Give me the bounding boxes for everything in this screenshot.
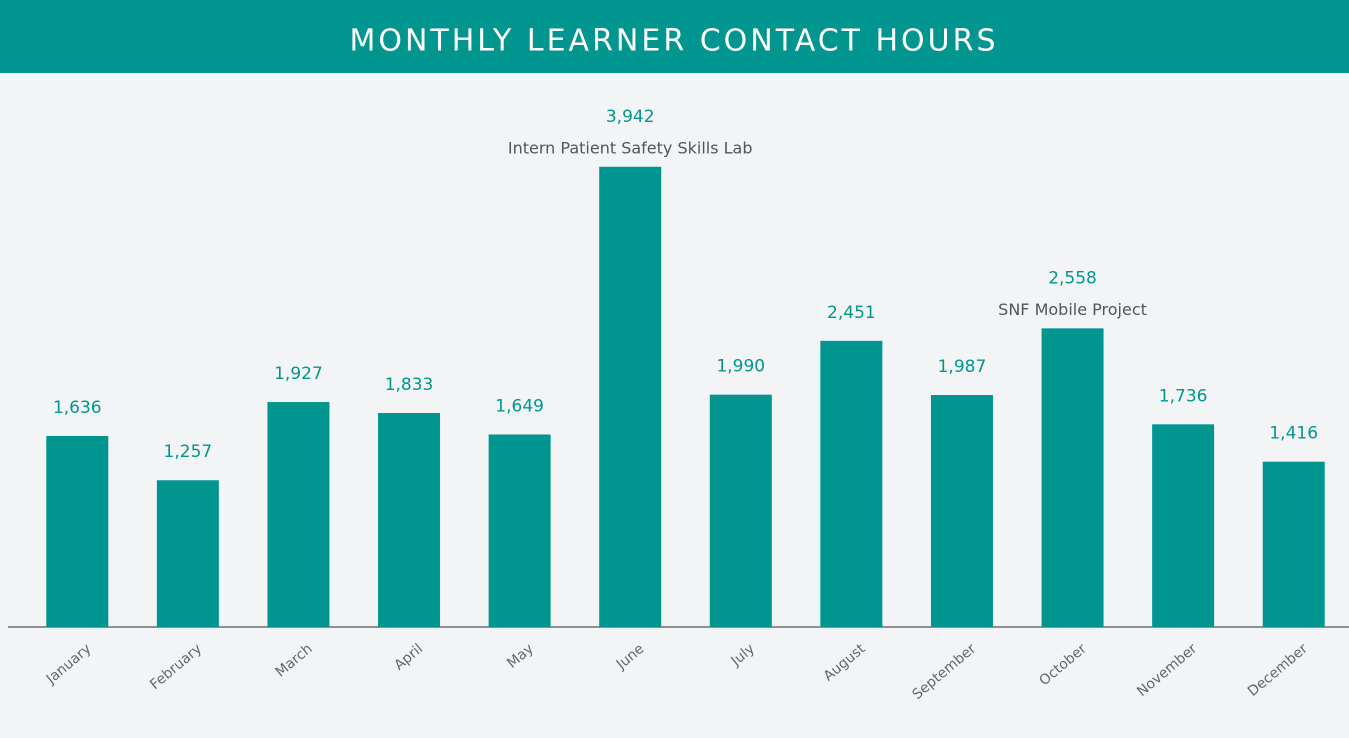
bar xyxy=(930,395,993,627)
bar xyxy=(1152,424,1215,627)
bar xyxy=(156,480,219,627)
x-tick-label: May xyxy=(504,641,536,672)
value-label: 3,942 xyxy=(606,107,655,127)
value-label: 1,927 xyxy=(274,364,323,384)
bar xyxy=(378,412,441,627)
bar xyxy=(599,166,662,628)
x-tick-label: July xyxy=(728,641,758,670)
value-label: 2,451 xyxy=(827,303,876,323)
x-tick-label: August xyxy=(821,641,869,685)
value-label: 1,833 xyxy=(385,375,434,395)
x-tick-label: April xyxy=(391,641,426,674)
value-label: 1,736 xyxy=(1159,386,1208,406)
value-label: 1,636 xyxy=(53,398,102,418)
x-tick-label: February xyxy=(147,641,205,693)
bar xyxy=(46,435,109,627)
annotation: SNF Mobile Project xyxy=(998,300,1147,319)
bar xyxy=(820,340,883,627)
x-tick-label: September xyxy=(910,641,980,703)
value-label: 1,649 xyxy=(495,396,544,416)
x-tick-label: January xyxy=(43,641,95,688)
bar xyxy=(267,402,330,627)
x-tick-label: November xyxy=(1134,641,1200,700)
value-label: 1,987 xyxy=(938,357,987,377)
bar xyxy=(709,394,772,627)
value-label: 1,990 xyxy=(716,357,765,377)
title-band xyxy=(0,0,1349,73)
x-tick-label: March xyxy=(273,641,316,681)
x-tick-label: October xyxy=(1036,641,1089,689)
annotation: Intern Patient Safety Skills Lab xyxy=(508,138,753,157)
value-label: 1,257 xyxy=(164,442,213,462)
chart-title: MONTHLY LEARNER CONTACT HOURS xyxy=(349,24,998,59)
value-label: 2,558 xyxy=(1048,268,1097,288)
bar xyxy=(488,434,551,627)
value-label: 1,416 xyxy=(1269,424,1318,444)
x-tick-label: June xyxy=(613,641,647,674)
bar xyxy=(1262,461,1325,627)
bar xyxy=(1041,328,1104,627)
x-tick-label: December xyxy=(1245,641,1311,700)
